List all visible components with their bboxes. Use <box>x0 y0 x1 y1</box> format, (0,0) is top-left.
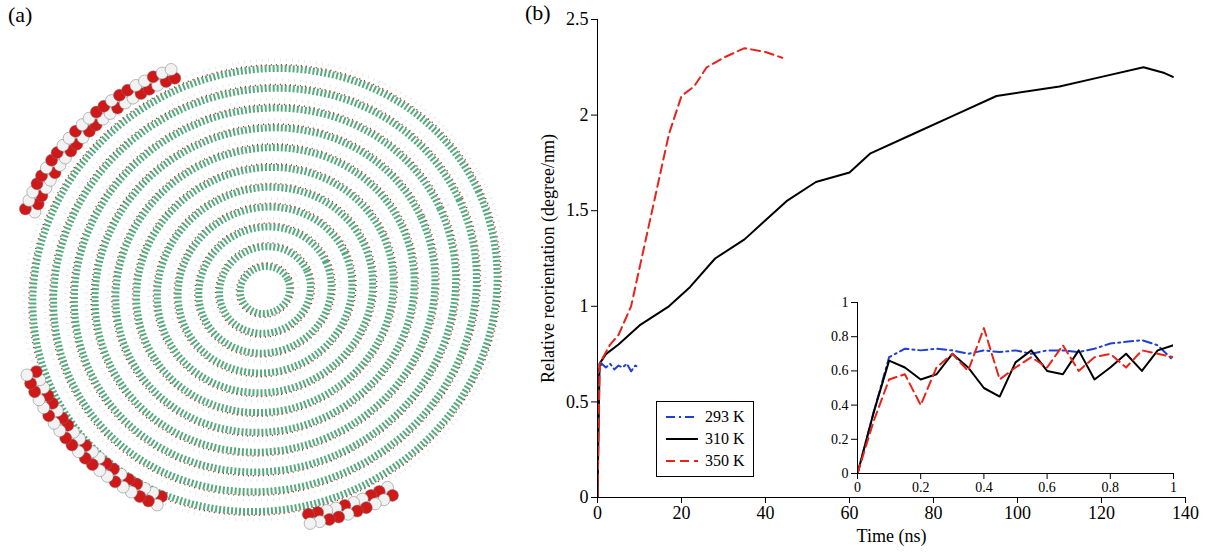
svg-text:0.2: 0.2 <box>831 432 849 447</box>
svg-text:80: 80 <box>925 503 943 523</box>
html-text:350 K: 350 K <box>705 452 745 469</box>
svg-text:0.6: 0.6 <box>1038 480 1056 495</box>
svg-text:1: 1 <box>580 296 589 316</box>
svg-text:100: 100 <box>1004 503 1031 523</box>
svg-text:0.5: 0.5 <box>566 392 589 412</box>
html-text:310 K: 310 K <box>705 430 745 447</box>
svg-text:140: 140 <box>1172 503 1199 523</box>
svg-text:0.4: 0.4 <box>975 480 993 495</box>
svg-text:Relative reorientation (degree: Relative reorientation (degree/nm) <box>538 134 559 383</box>
svg-text:1.5: 1.5 <box>566 200 589 220</box>
svg-text:0: 0 <box>842 466 849 481</box>
svg-text:0: 0 <box>593 503 602 523</box>
svg-text:0: 0 <box>854 480 861 495</box>
svg-text:Time (ns): Time (ns) <box>857 526 927 547</box>
svg-text:40: 40 <box>757 503 775 523</box>
svg-text:2.5: 2.5 <box>566 9 589 29</box>
html-text:293 K: 293 K <box>705 408 745 425</box>
svg-text:1: 1 <box>1170 480 1177 495</box>
svg-text:120: 120 <box>1088 503 1115 523</box>
svg-text:0.4: 0.4 <box>831 398 849 413</box>
svg-text:0.8: 0.8 <box>831 329 849 344</box>
svg-text:1: 1 <box>842 295 849 310</box>
svg-text:0: 0 <box>580 487 589 507</box>
svg-text:60: 60 <box>841 503 859 523</box>
svg-text:0.2: 0.2 <box>912 480 930 495</box>
svg-text:0.8: 0.8 <box>1102 480 1120 495</box>
svg-text:2: 2 <box>580 105 589 125</box>
svg-text:0.6: 0.6 <box>831 363 849 378</box>
html-text:(a): (a) <box>8 2 33 27</box>
html-text:(b): (b) <box>525 0 551 25</box>
svg-text:20: 20 <box>673 503 691 523</box>
